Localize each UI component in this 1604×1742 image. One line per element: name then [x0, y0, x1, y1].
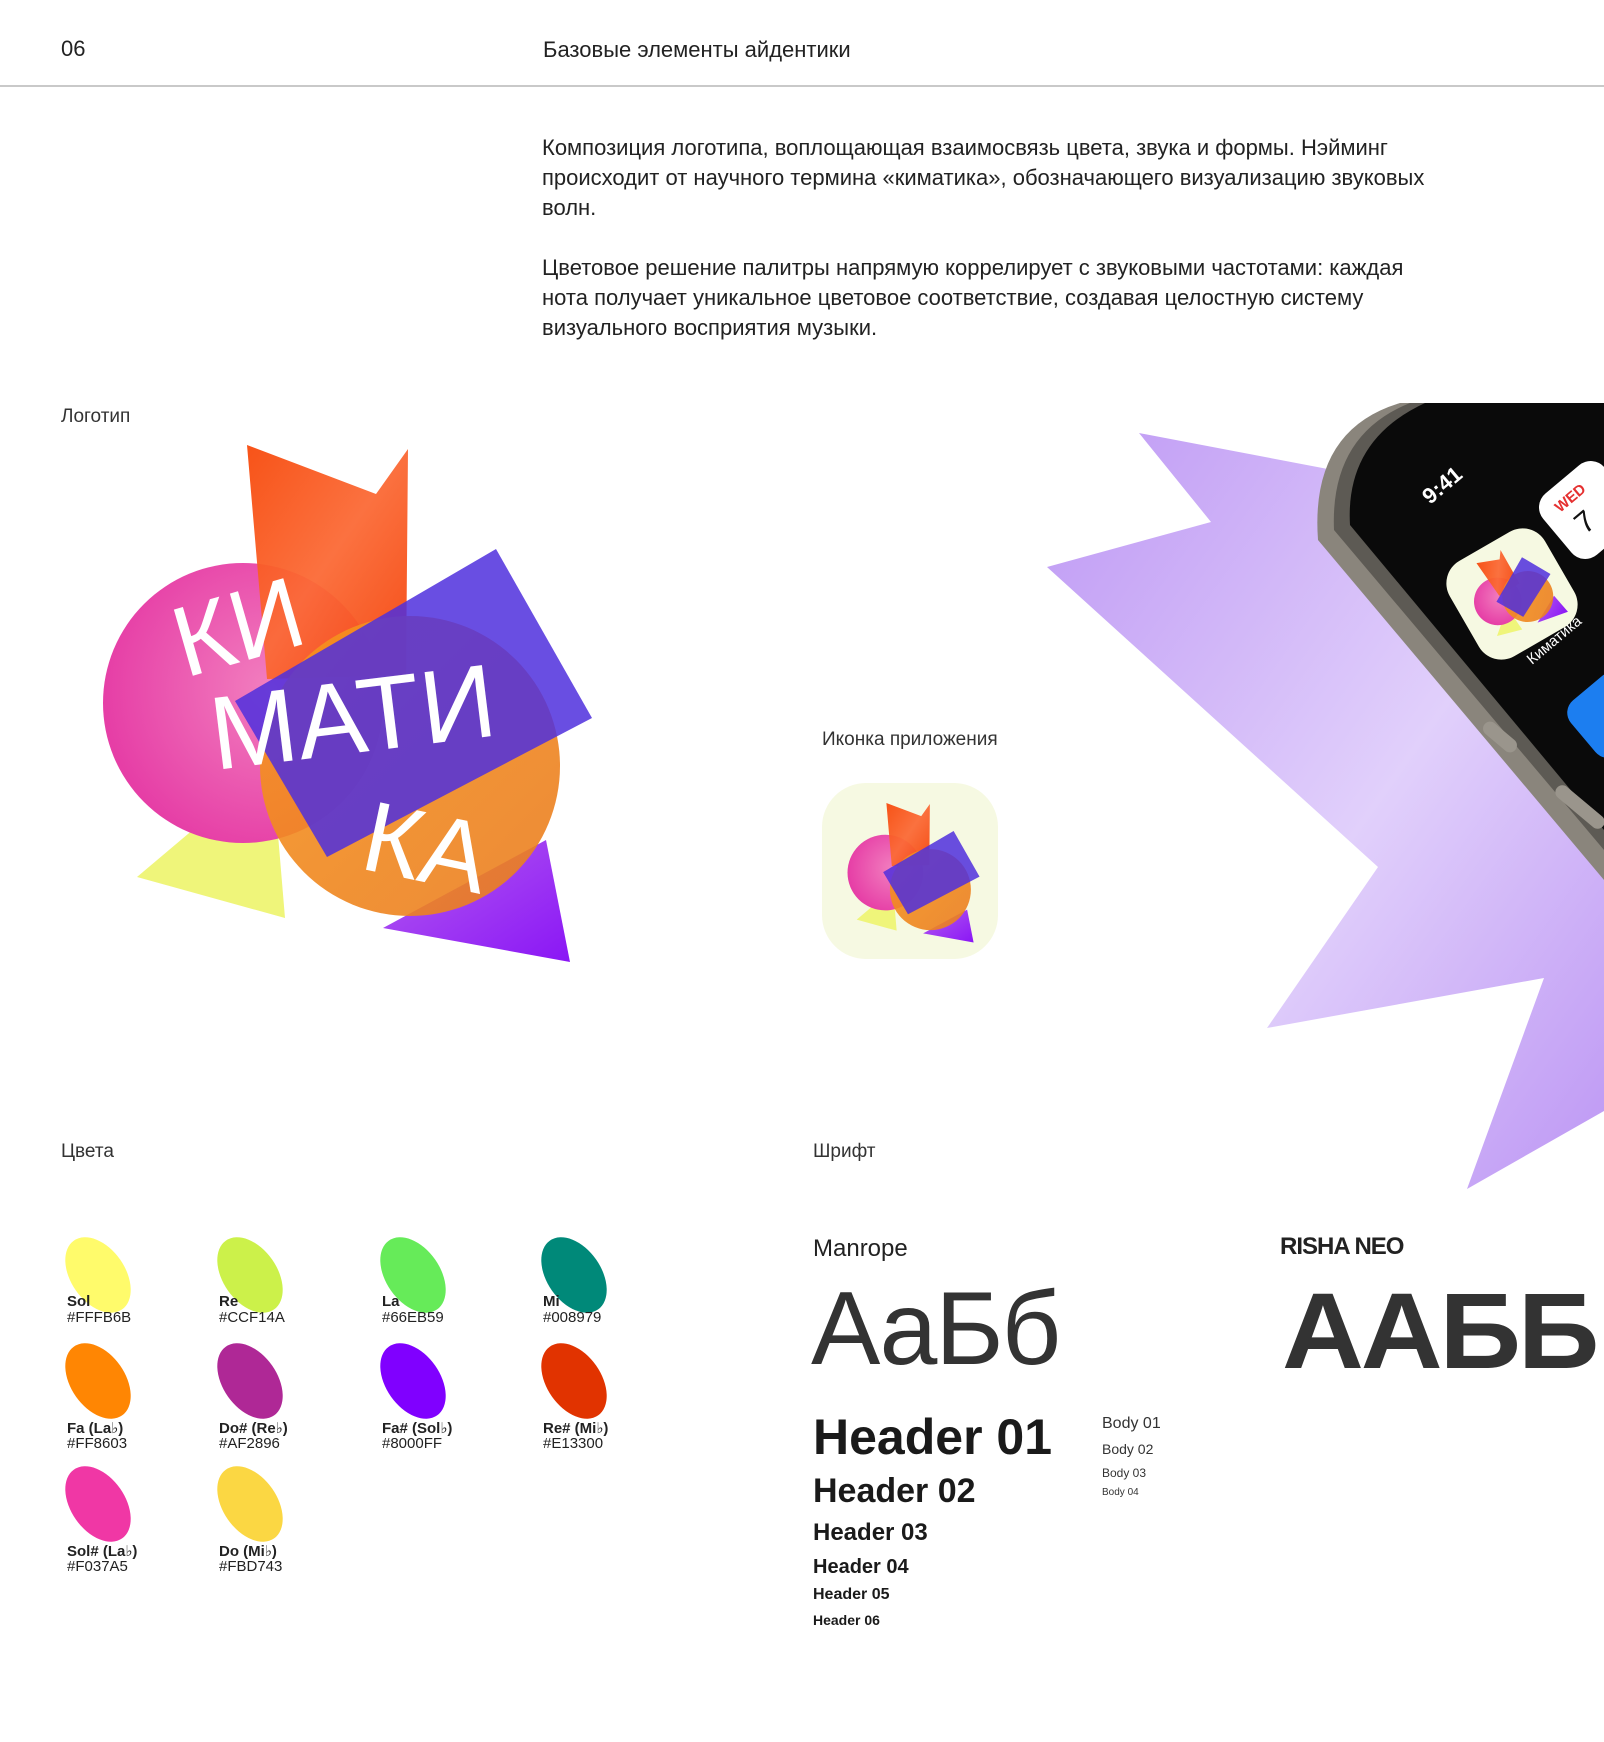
intro-text: Композиция логотипа, воплощающая взаимос…: [542, 133, 1442, 373]
color-swatch: Re #CCF14A: [203, 1225, 359, 1343]
app-icon-section-label: Иконка приложения: [822, 729, 998, 750]
color-swatch: Re# (Mi♭) #E13300: [527, 1331, 683, 1452]
app-icon: [822, 783, 998, 959]
header-01-sample: Header 01: [813, 1409, 1053, 1465]
color-swatch: Do# (Re♭) #AF2896: [203, 1331, 359, 1452]
colors-section-label: Цвета: [61, 1141, 114, 1162]
intro-paragraph: Композиция логотипа, воплощающая взаимос…: [542, 135, 1425, 220]
color-swatch: La #66EB59: [366, 1225, 522, 1343]
secondary-font-name: RISHA NEO: [1280, 1233, 1404, 1260]
swatch-hex: #E13300: [543, 1435, 604, 1452]
swatch-hex: #CCF14A: [219, 1309, 285, 1326]
color-swatch: Mi #008979: [527, 1225, 683, 1343]
intro-paragraph: Цветовое решение палитры напрямую коррел…: [542, 255, 1404, 340]
font-section-label: Шрифт: [813, 1141, 876, 1162]
swatch-hex: #008979: [543, 1309, 602, 1326]
header-03-sample: Header 03: [813, 1519, 928, 1546]
swatch-note: La: [382, 1293, 400, 1310]
header-04-sample: Header 04: [813, 1556, 909, 1578]
body-01-sample: Body 01: [1102, 1415, 1161, 1432]
body-04-sample: Body 04: [1102, 1487, 1139, 1498]
swatch-hex: #FFFB6B: [67, 1309, 132, 1326]
swatch-hex: #AF2896: [219, 1435, 280, 1452]
swatch-hex: #FF8603: [67, 1435, 128, 1452]
swatch-note: Re: [219, 1293, 239, 1310]
header-divider: [0, 85, 1604, 87]
app-icon-logo: [847, 802, 980, 943]
color-swatch: Do (Mi♭) #FBD743: [203, 1454, 359, 1575]
header-06-sample: Header 06: [813, 1612, 880, 1628]
header-05-sample: Header 05: [813, 1586, 890, 1603]
kimatika-logo: КИ МАТИ КА: [103, 445, 592, 962]
swatch-note: Sol# (La♭): [67, 1543, 138, 1560]
page-title: Базовые элементы айдентики: [543, 37, 851, 62]
logo-text-line-3: КА: [353, 780, 499, 916]
body-03-sample: Body 03: [1102, 1466, 1147, 1480]
swatch-note: Do (Mi♭): [219, 1543, 277, 1560]
header-02-sample: Header 02: [813, 1472, 976, 1510]
logo-section-label: Логотип: [61, 406, 131, 427]
color-swatch: Sol #FFFB6B: [51, 1225, 207, 1343]
primary-font-sample: АаБб: [811, 1271, 1061, 1387]
primary-font-name: Manrope: [813, 1235, 908, 1262]
swatch-hex: #66EB59: [382, 1309, 444, 1326]
swatch-hex: #8000FF: [382, 1435, 443, 1452]
color-swatch: Fa# (Sol♭) #8000FF: [366, 1331, 522, 1452]
swatch-hex: #FBD743: [219, 1558, 283, 1575]
swatch-note: Do# (Re♭): [219, 1420, 288, 1437]
swatch-hex: #F037A5: [67, 1558, 128, 1575]
swatch-note: Sol: [67, 1293, 91, 1310]
color-swatch: Sol# (La♭) #F037A5: [51, 1454, 207, 1575]
swatch-note: Fa# (Sol♭): [382, 1420, 453, 1437]
swatch-note: Fa (La♭): [67, 1420, 124, 1437]
phone-mockup: 9:41 WED 7 Киматика: [1317, 403, 1604, 880]
swatch-note: Mi: [543, 1293, 560, 1310]
body-02-sample: Body 02: [1102, 1441, 1154, 1457]
secondary-font-sample: ААББ: [1282, 1270, 1599, 1391]
swatch-note: Re# (Mi♭): [543, 1420, 609, 1437]
page-number: 06: [61, 36, 86, 61]
color-swatch: Fa (La♭) #FF8603: [51, 1331, 207, 1452]
